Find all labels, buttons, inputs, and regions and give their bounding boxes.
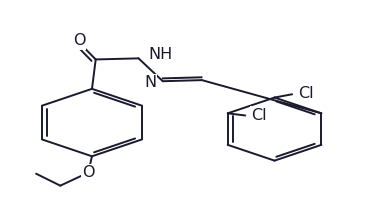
Text: O: O (82, 165, 95, 180)
Text: Cl: Cl (298, 86, 314, 101)
Text: NH: NH (148, 47, 172, 62)
Text: Cl: Cl (251, 108, 267, 123)
Text: O: O (73, 34, 85, 48)
Text: N: N (144, 75, 156, 90)
